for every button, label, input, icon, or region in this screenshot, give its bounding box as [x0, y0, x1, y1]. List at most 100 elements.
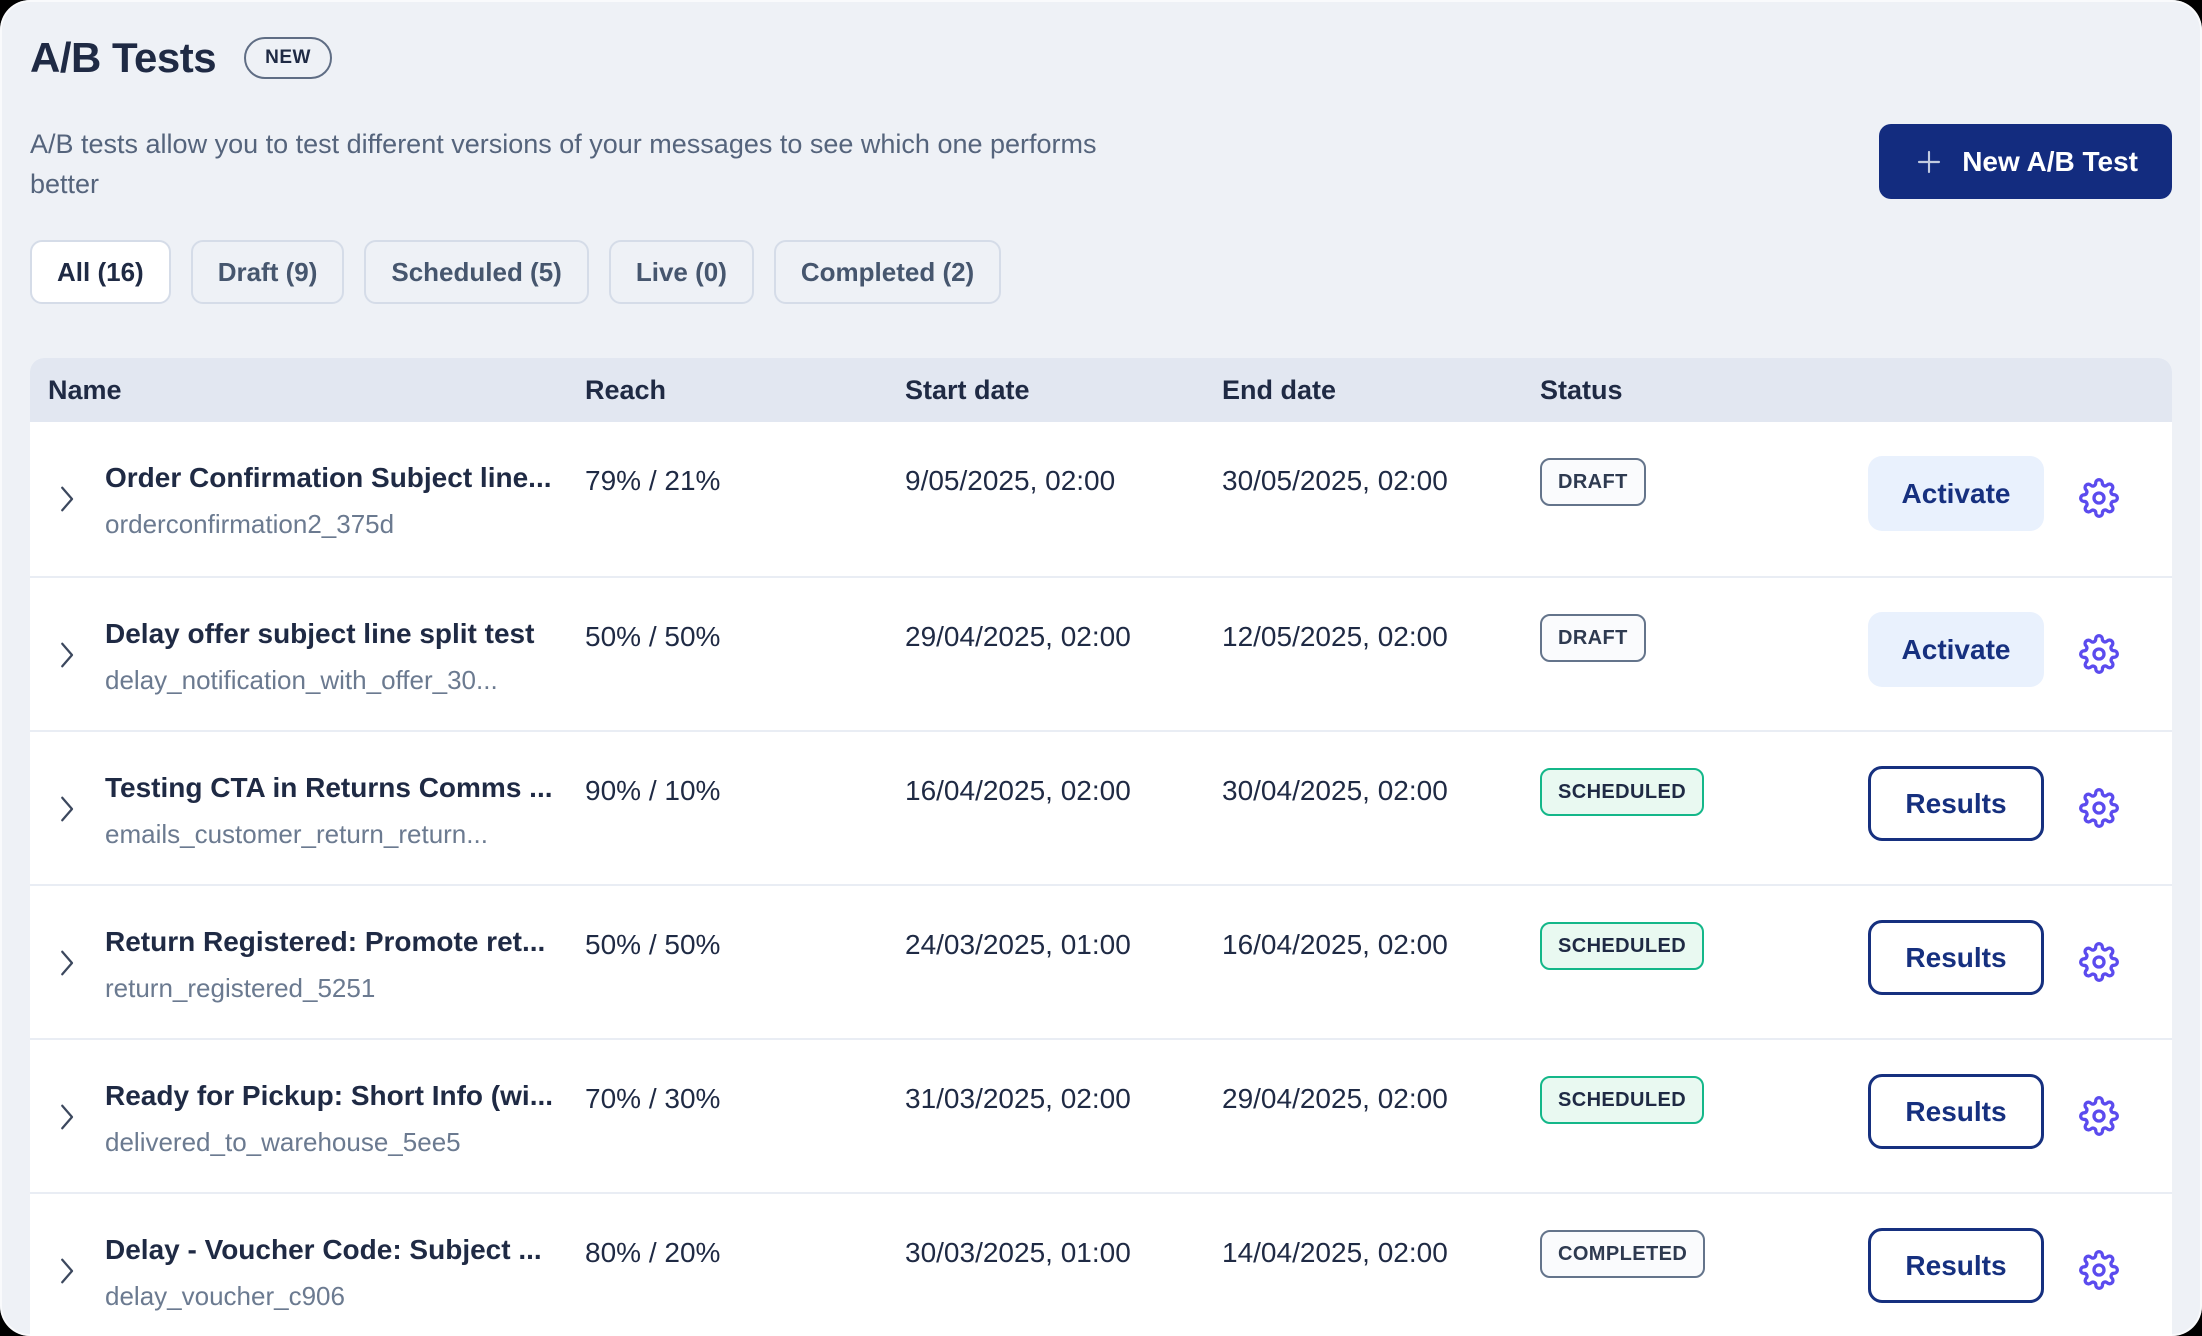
reach-value: 80% / 20% — [585, 1237, 721, 1268]
header-sub-row: A/B tests allow you to test different ve… — [30, 124, 2172, 204]
action-cell: Activate — [1840, 578, 2044, 730]
column-header: Name — [48, 374, 122, 405]
test-id: return_registered_5251 — [105, 973, 376, 1003]
filter-tabs: All (16) Draft (9) Scheduled (5) Live (0… — [30, 240, 2172, 304]
name-cell: Testing CTA in Returns Comms ... emails_… — [105, 732, 585, 884]
action-cell: Results — [1840, 886, 2044, 1038]
action-cell: Results — [1840, 1040, 2044, 1192]
action-cell: Results — [1840, 732, 2044, 884]
test-id: delay_voucher_c906 — [105, 1281, 345, 1311]
settings-cell — [2044, 886, 2154, 1038]
start-date: 9/05/2025, 02:00 — [905, 465, 1116, 496]
table-row[interactable]: Testing CTA in Returns Comms ... emails_… — [30, 730, 2172, 884]
expand-cell — [48, 886, 105, 1038]
name-cell: Order Confirmation Subject line... order… — [105, 422, 585, 576]
test-name: Delay offer subject line split test — [105, 618, 535, 649]
settings-cell — [2044, 422, 2154, 576]
name-cell: Delay - Voucher Code: Subject ... delay_… — [105, 1194, 585, 1336]
settings-cell — [2044, 578, 2154, 730]
status-cell: SCHEDULED — [1540, 886, 1840, 1038]
status-cell: DRAFT — [1540, 578, 1840, 730]
expand-cell — [48, 1040, 105, 1192]
table-row[interactable]: Ready for Pickup: Short Info (wi... deli… — [30, 1038, 2172, 1192]
name-cell: Delay offer subject line split test dela… — [105, 578, 585, 730]
test-name: Order Confirmation Subject line... — [105, 462, 552, 493]
reach-value: 50% / 50% — [585, 929, 721, 960]
ab-tests-table: Name Reach Start date End date Status Order … — [30, 358, 2172, 1336]
reach-value: 90% / 10% — [585, 775, 721, 806]
gear-icon[interactable] — [2079, 1096, 2119, 1136]
gear-icon[interactable] — [2079, 634, 2119, 674]
name-cell: Ready for Pickup: Short Info (wi... deli… — [105, 1040, 585, 1192]
page-description: A/B tests allow you to test different ve… — [30, 129, 1097, 199]
end-date: 12/05/2025, 02:00 — [1222, 621, 1448, 652]
table-row[interactable]: Delay offer subject line split test dela… — [30, 576, 2172, 730]
test-id: emails_customer_return_return... — [105, 819, 488, 849]
filter-tab[interactable]: All (16) — [30, 240, 171, 304]
gear-icon[interactable] — [2079, 478, 2119, 518]
table-body: Order Confirmation Subject line... order… — [30, 422, 2172, 1336]
chevron-right-icon[interactable] — [48, 1097, 84, 1137]
action-button[interactable]: Results — [1868, 1074, 2044, 1149]
new-ab-test-label: New A/B Test — [1962, 145, 2138, 177]
start-date: 16/04/2025, 02:00 — [905, 775, 1131, 806]
action-cell: Activate — [1840, 422, 2044, 576]
gear-icon[interactable] — [2079, 942, 2119, 982]
column-header: End date — [1222, 374, 1337, 405]
action-button[interactable]: Results — [1868, 766, 2044, 841]
filter-tab[interactable]: Completed (2) — [773, 240, 1002, 304]
start-date: 30/03/2025, 01:00 — [905, 1237, 1131, 1268]
end-date: 30/04/2025, 02:00 — [1222, 775, 1448, 806]
column-header: Reach — [585, 374, 667, 405]
table-row[interactable]: Return Registered: Promote ret... return… — [30, 884, 2172, 1038]
test-name: Delay - Voucher Code: Subject ... — [105, 1234, 542, 1265]
chevron-right-icon[interactable] — [48, 479, 84, 519]
status-badge: SCHEDULED — [1540, 768, 1705, 816]
page-title: A/B Tests — [30, 34, 217, 81]
expand-cell — [48, 1194, 105, 1336]
gear-icon[interactable] — [2079, 788, 2119, 828]
action-button[interactable]: Activate — [1868, 456, 2044, 531]
filter-tab[interactable]: Draft (9) — [190, 240, 345, 304]
action-cell: Results — [1840, 1194, 2044, 1336]
action-button[interactable]: Results — [1868, 920, 2044, 995]
status-cell: SCHEDULED — [1540, 732, 1840, 884]
gear-icon[interactable] — [2079, 1250, 2119, 1290]
new-ab-test-button[interactable]: New A/B Test — [1879, 124, 2172, 199]
chevron-right-icon[interactable] — [48, 1251, 84, 1291]
chevron-right-icon[interactable] — [48, 789, 84, 829]
end-date: 16/04/2025, 02:00 — [1222, 929, 1448, 960]
settings-cell — [2044, 1040, 2154, 1192]
test-id: delivered_to_warehouse_5ee5 — [105, 1127, 461, 1157]
table-header-row: Name Reach Start date End date Status — [30, 358, 2172, 422]
expand-cell — [48, 578, 105, 730]
start-date: 31/03/2025, 02:00 — [905, 1083, 1131, 1114]
table-row[interactable]: Delay - Voucher Code: Subject ... delay_… — [30, 1192, 2172, 1336]
reach-value: 70% / 30% — [585, 1083, 721, 1114]
end-date: 14/04/2025, 02:00 — [1222, 1237, 1448, 1268]
reach-value: 50% / 50% — [585, 621, 721, 652]
status-badge: SCHEDULED — [1540, 1076, 1705, 1124]
test-id: orderconfirmation2_375d — [105, 509, 395, 539]
filter-tab[interactable]: Live (0) — [608, 240, 754, 304]
end-date: 29/04/2025, 02:00 — [1222, 1083, 1448, 1114]
column-header: Start date — [905, 374, 1030, 405]
test-name: Testing CTA in Returns Comms ... — [105, 772, 553, 803]
status-cell: SCHEDULED — [1540, 1040, 1840, 1192]
status-badge: COMPLETED — [1540, 1230, 1706, 1278]
column-header: Status — [1540, 374, 1623, 405]
filter-tab[interactable]: Scheduled (5) — [364, 240, 589, 304]
chevron-right-icon[interactable] — [48, 635, 84, 675]
new-badge: NEW — [244, 37, 332, 79]
test-id: delay_notification_with_offer_30... — [105, 665, 498, 695]
action-button[interactable]: Activate — [1868, 612, 2044, 687]
action-button[interactable]: Results — [1868, 1228, 2044, 1303]
settings-cell — [2044, 1194, 2154, 1336]
expand-cell — [48, 422, 105, 576]
status-badge: SCHEDULED — [1540, 922, 1705, 970]
settings-cell — [2044, 732, 2154, 884]
chevron-right-icon[interactable] — [48, 943, 84, 983]
table-row[interactable]: Order Confirmation Subject line... order… — [30, 422, 2172, 576]
status-badge: DRAFT — [1540, 458, 1646, 506]
